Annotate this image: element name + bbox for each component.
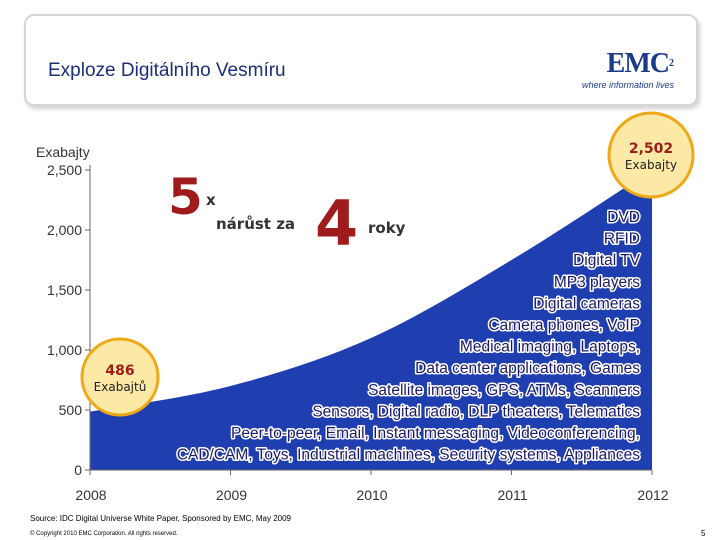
application-label: MP3 players [554, 274, 640, 291]
title-banner [24, 14, 698, 106]
growth-unit: roky [368, 219, 406, 237]
start-callout-unit: Exabajtů [94, 380, 147, 394]
growth-times: x [206, 191, 216, 209]
growth-middle: nárůst za [216, 215, 295, 233]
application-label: Camera phones, VoIP [488, 317, 640, 334]
application-label: Sensors, Digital radio, DLP theaters, Te… [312, 403, 640, 420]
application-label: Digital TV [573, 252, 641, 269]
source-note: Source: IDC Digital Universe White Paper… [30, 514, 292, 523]
y-tick-label: 2,000 [47, 222, 82, 238]
logo-tagline: where information lives [581, 80, 674, 90]
slide-title: Exploze Digitálního Vesmíru [48, 60, 286, 81]
application-label: Medical imaging, Laptops, [460, 339, 640, 356]
x-tick-label: 2008 [75, 487, 106, 503]
start-callout-value: 486 [105, 363, 134, 379]
x-tick-label: 2010 [356, 487, 387, 503]
y-tick-label: 0 [74, 462, 82, 478]
emc-logo: EMC2 where information lives [574, 48, 674, 91]
end-callout-unit: Exabajty [625, 158, 677, 172]
data-area [90, 169, 652, 470]
growth-years: 4 [315, 187, 358, 260]
y-axis-label: Exabajty [36, 144, 90, 160]
x-tick-label: 2009 [216, 487, 247, 503]
application-label: DVD [607, 209, 640, 226]
application-label: CAD/CAM, Toys, Industrial machines, Secu… [177, 447, 640, 464]
start-callout-badge [80, 337, 160, 417]
growth-factor: 5 [168, 168, 203, 226]
y-tick-label: 2,500 [47, 162, 82, 178]
x-tick-label: 2012 [637, 487, 668, 503]
y-tick-label: 1,000 [47, 342, 82, 358]
y-tick-label: 1,500 [47, 282, 82, 298]
page-number: 5 [701, 529, 706, 538]
application-label: Satellite images, GPS, ATMs, Scanners [368, 382, 640, 399]
end-callout-badge [607, 111, 695, 199]
x-tick-label: 2011 [497, 487, 527, 503]
end-callout-value: 2,502 [629, 141, 673, 157]
logo-mark: EMC2 [606, 48, 674, 79]
application-label: Digital cameras [533, 295, 640, 312]
application-label: RFID [604, 231, 640, 248]
copyright-note: © Copyright 2010 EMC Corporation. All ri… [30, 531, 178, 537]
application-label: Data center applications, Games [415, 360, 640, 377]
y-tick-label: 500 [59, 402, 83, 418]
application-label: Peer-to-peer, Email, Instant messaging, … [231, 425, 640, 442]
